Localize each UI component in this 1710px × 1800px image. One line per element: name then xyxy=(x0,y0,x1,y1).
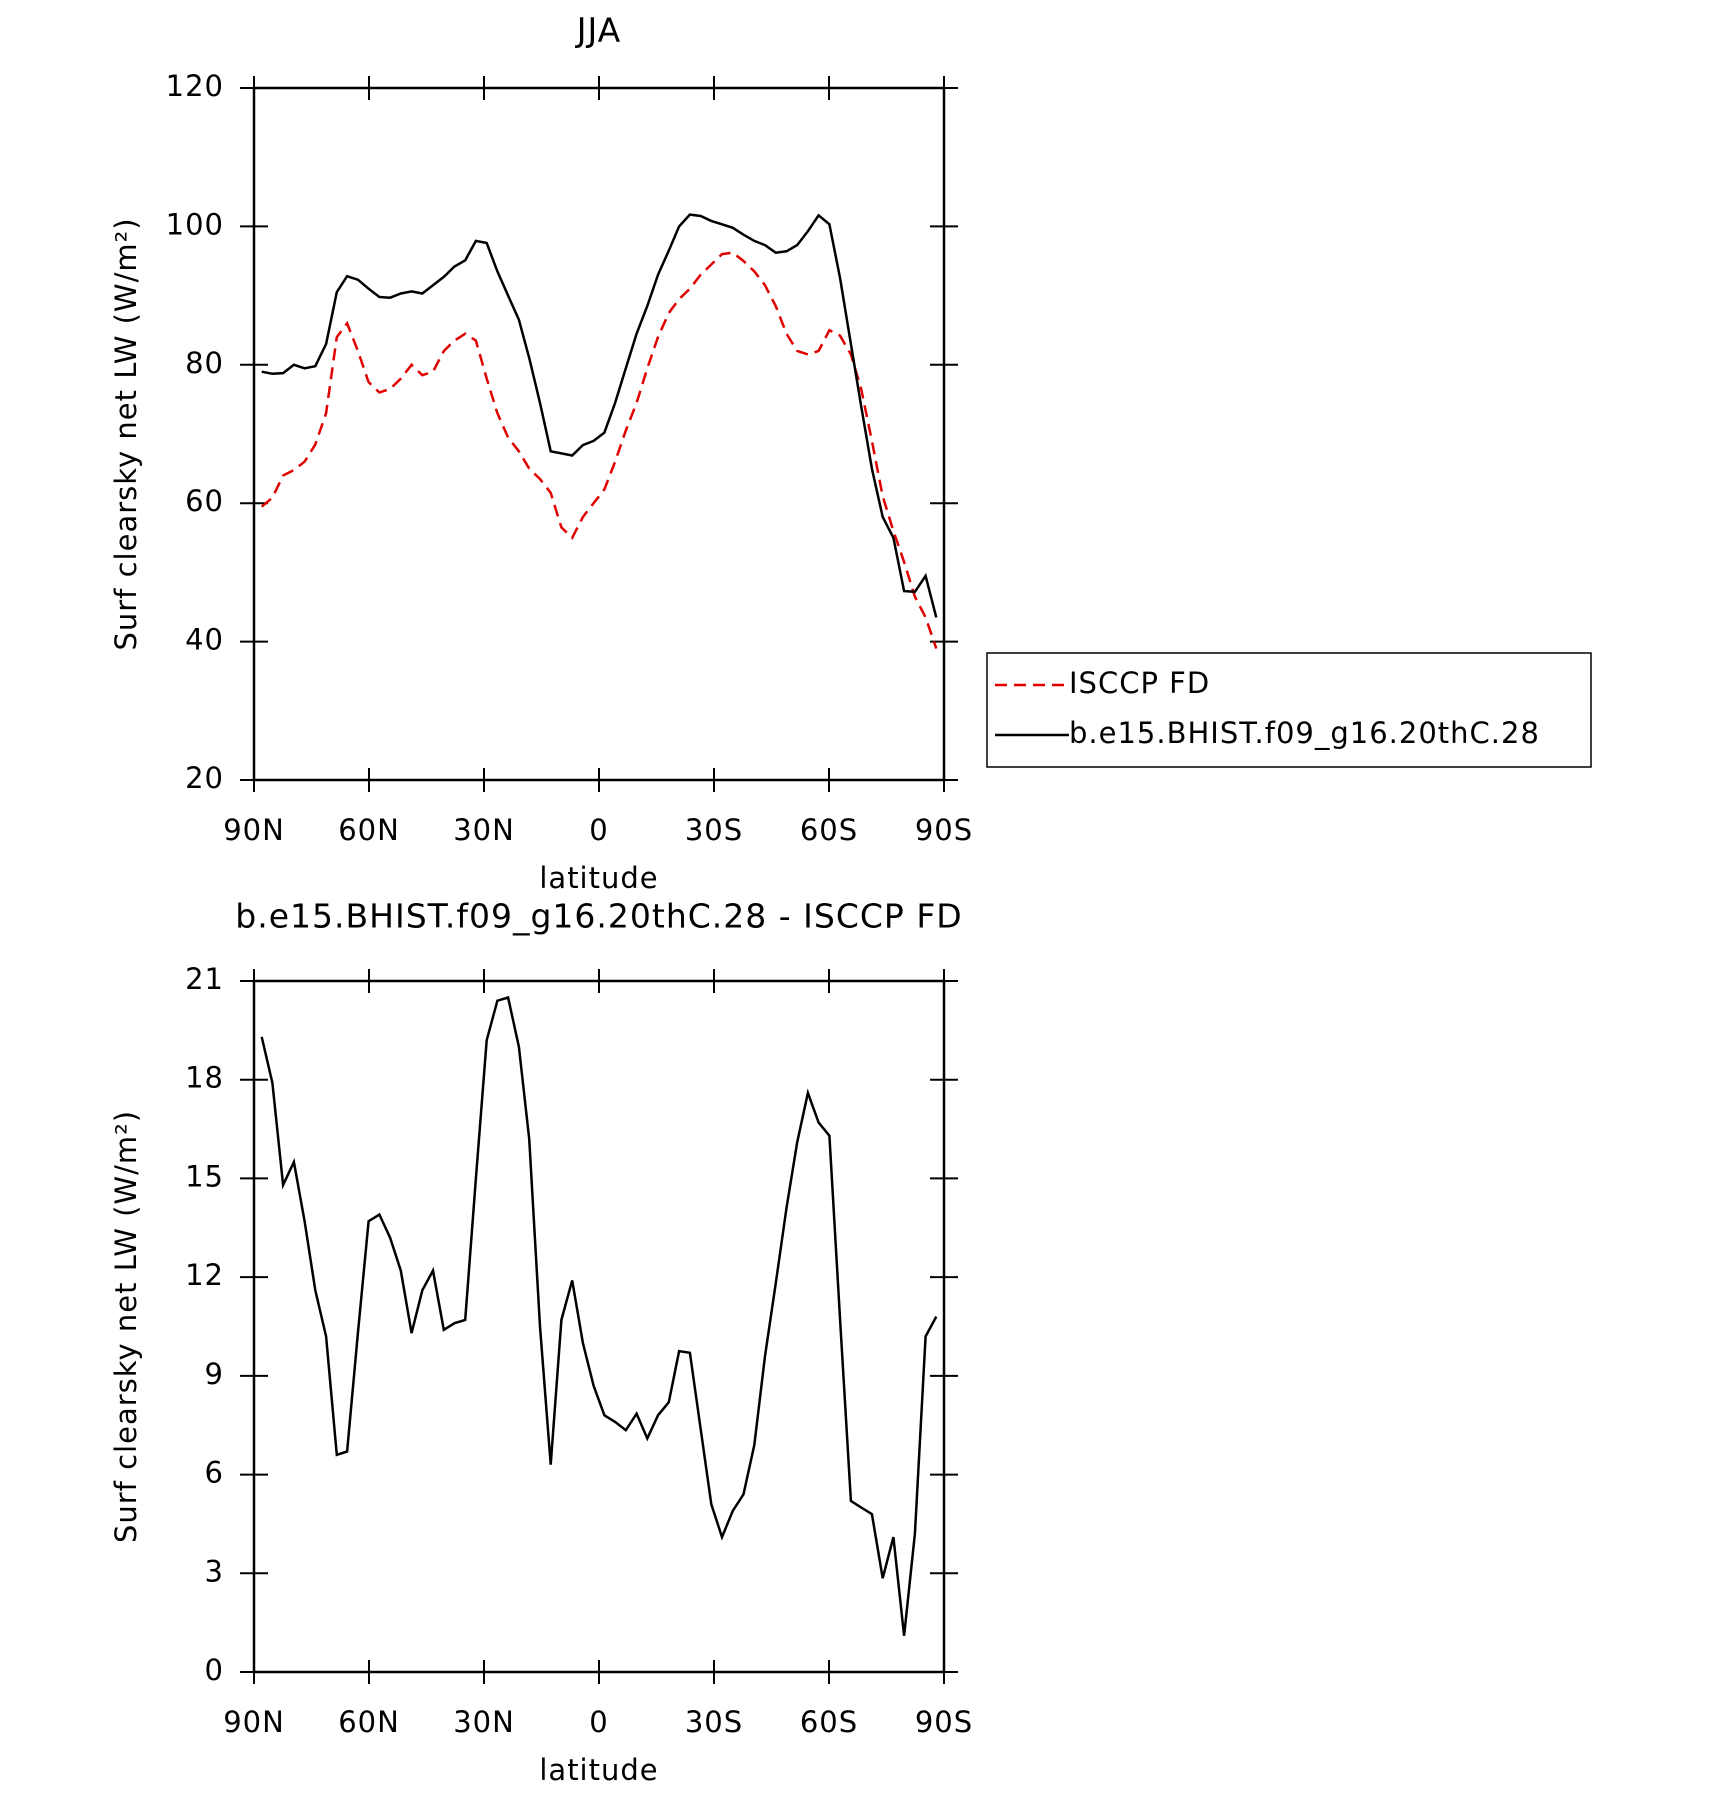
y-tick-label: 120 xyxy=(166,69,224,103)
y-tick-label: 100 xyxy=(166,207,224,241)
x-tick-label: 60N xyxy=(338,813,400,847)
x-tick-label: 30S xyxy=(685,1705,743,1739)
y-axis-label: Surf clearsky net LW (W/m²) xyxy=(109,1110,143,1543)
y-tick-label: 20 xyxy=(185,761,224,795)
data-line xyxy=(260,251,938,649)
x-tick-label: 90S xyxy=(915,1705,973,1739)
x-tick-label: 60S xyxy=(800,813,858,847)
y-tick-label: 40 xyxy=(185,623,224,657)
data-line xyxy=(261,213,938,618)
x-tick-label: 90N xyxy=(223,1705,285,1739)
y-tick-label: 21 xyxy=(185,962,224,996)
y-tick-label: 6 xyxy=(205,1456,224,1490)
y-tick-label: 60 xyxy=(185,484,224,518)
x-tick-label: 0 xyxy=(589,813,608,847)
plot-frame xyxy=(252,86,946,782)
legend-label: ISCCP FD xyxy=(1069,666,1210,700)
y-tick-label: 3 xyxy=(205,1554,224,1588)
chart-title: b.e15.BHIST.f09_g16.20thC.28 - ISCCP FD xyxy=(235,897,962,936)
chart-title: JJA xyxy=(575,11,621,50)
x-tick-label: 90N xyxy=(223,813,285,847)
y-tick-label: 80 xyxy=(185,346,224,380)
x-tick-label: 0 xyxy=(589,1705,608,1739)
data-line xyxy=(260,995,938,1636)
legend-label: b.e15.BHIST.f09_g16.20thC.28 xyxy=(1069,716,1540,750)
x-axis-label: latitude xyxy=(539,1753,658,1787)
x-tick-label: 60N xyxy=(338,1705,400,1739)
y-tick-label: 9 xyxy=(205,1357,224,1391)
x-tick-label: 30S xyxy=(685,813,743,847)
y-tick-label: 15 xyxy=(185,1159,224,1193)
legend-box xyxy=(986,652,1592,768)
x-tick-label: 60S xyxy=(800,1705,858,1739)
y-tick-label: 12 xyxy=(185,1258,224,1292)
x-axis-label: latitude xyxy=(539,861,658,895)
x-tick-label: 30N xyxy=(453,1705,515,1739)
x-tick-label: 90S xyxy=(915,813,973,847)
y-tick-label: 18 xyxy=(185,1061,224,1095)
y-axis-label: Surf clearsky net LW (W/m²) xyxy=(109,217,143,650)
y-tick-label: 0 xyxy=(205,1653,224,1687)
plot-frame xyxy=(252,979,946,1674)
x-tick-label: 30N xyxy=(453,813,515,847)
